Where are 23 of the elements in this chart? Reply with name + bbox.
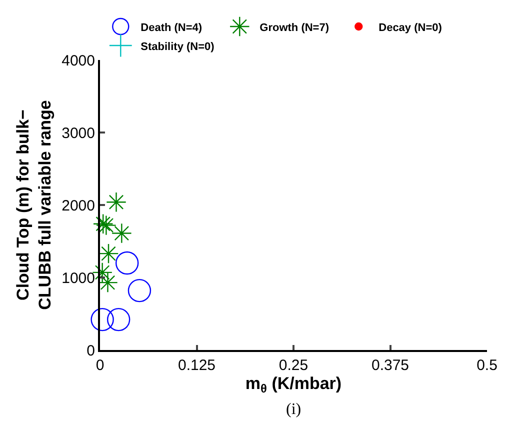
point bbox=[111, 223, 132, 244]
point bbox=[116, 251, 139, 275]
point bbox=[98, 243, 119, 264]
x-tick-label: 0.125 bbox=[178, 357, 216, 374]
y-tick-label: 1000 bbox=[62, 270, 95, 287]
y-tick-label: 4000 bbox=[62, 52, 95, 70]
legend-label: Stability (N=0) bbox=[140, 40, 215, 53]
text: (i) bbox=[286, 401, 302, 418]
y-tick-label: 3000 bbox=[62, 124, 95, 142]
x-tick-label: 0.25 bbox=[278, 357, 308, 374]
point bbox=[128, 278, 152, 302]
x-tick-label: 0.5 bbox=[476, 357, 498, 374]
point bbox=[90, 308, 114, 332]
legend-label: Decay (N=0) bbox=[378, 22, 442, 34]
legend-label: Death (N=4) bbox=[140, 22, 202, 34]
y-tick-label: 0 bbox=[86, 342, 95, 360]
y-tick-label: 2000 bbox=[62, 197, 95, 214]
x-axis-title: m$_{θ}$ (K/mbar) bbox=[245, 374, 342, 396]
point bbox=[106, 308, 130, 332]
y-axis-title: Cloud Top (m) for bulk− CLUBB full variable range bbox=[14, 100, 55, 310]
x-tick-label: 0.375 bbox=[371, 357, 410, 374]
legend-label: Growth (N=7) bbox=[260, 22, 330, 34]
point bbox=[106, 192, 126, 212]
